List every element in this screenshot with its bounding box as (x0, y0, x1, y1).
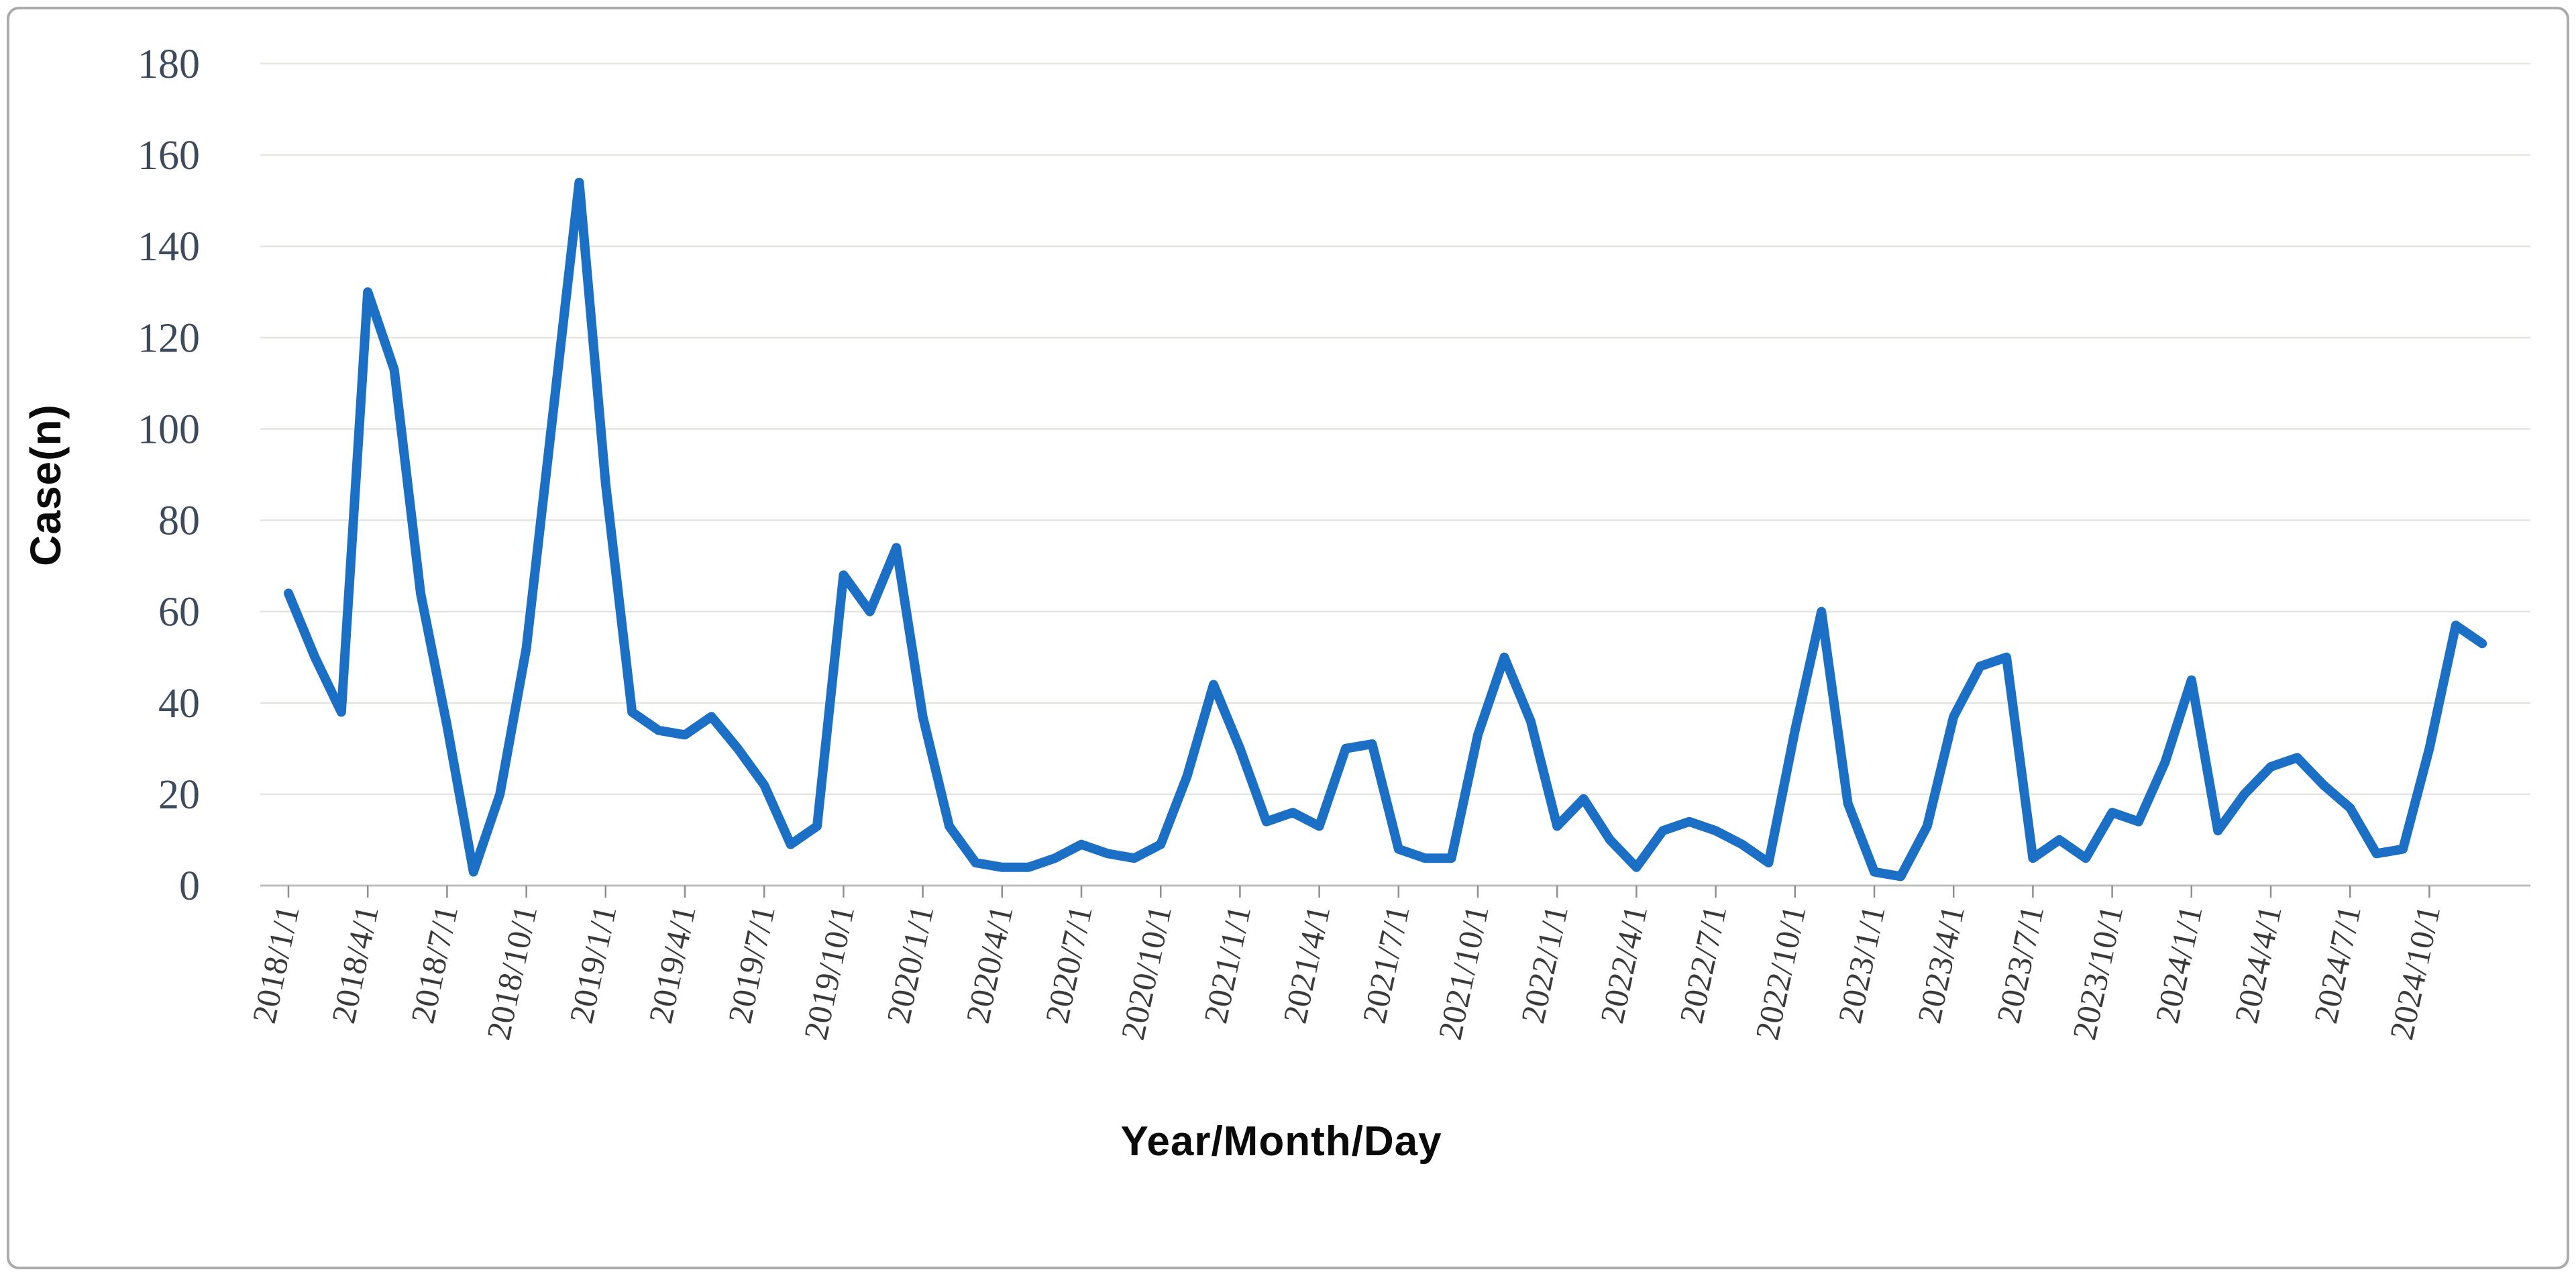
y-axis-title: Case(n) (21, 404, 70, 566)
svg-text:2018/1/1: 2018/1/1 (245, 902, 307, 1027)
svg-text:2022/7/1: 2022/7/1 (1672, 902, 1734, 1027)
data-series-line (284, 177, 2487, 882)
svg-text:2024/7/1: 2024/7/1 (2306, 902, 2368, 1027)
svg-text:120: 120 (138, 315, 200, 361)
svg-text:2023/7/1: 2023/7/1 (1989, 902, 2051, 1027)
svg-text:100: 100 (138, 407, 200, 452)
x-tick-marks (287, 886, 2430, 898)
svg-text:2019/4/1: 2019/4/1 (641, 902, 703, 1027)
svg-text:2020/1/1: 2020/1/1 (879, 902, 941, 1027)
svg-text:20: 20 (158, 772, 200, 818)
svg-text:2020/7/1: 2020/7/1 (1038, 902, 1099, 1027)
svg-text:2022/10/1: 2022/10/1 (1748, 902, 1813, 1043)
svg-text:2020/10/1: 2020/10/1 (1114, 902, 1179, 1043)
svg-text:2019/7/1: 2019/7/1 (720, 902, 782, 1027)
x-tick-labels: 2018/1/1 2018/4/1 2018/7/1 2018/10/1 2019/1/… (245, 902, 2447, 1043)
svg-text:60: 60 (158, 590, 200, 635)
svg-text:2021/4/1: 2021/4/1 (1276, 902, 1338, 1027)
svg-text:2018/10/1: 2018/10/1 (479, 902, 544, 1043)
svg-text:2019/1/1: 2019/1/1 (562, 902, 624, 1027)
svg-text:2018/7/1: 2018/7/1 (403, 902, 465, 1027)
svg-text:2021/10/1: 2021/10/1 (1431, 902, 1496, 1043)
svg-text:2021/7/1: 2021/7/1 (1355, 902, 1417, 1027)
svg-text:2019/10/1: 2019/10/1 (796, 902, 861, 1043)
svg-text:2024/1/1: 2024/1/1 (2148, 902, 2210, 1027)
svg-text:2021/1/1: 2021/1/1 (1196, 902, 1258, 1027)
svg-text:160: 160 (138, 133, 200, 178)
svg-text:80: 80 (158, 498, 200, 544)
gridlines (260, 62, 2530, 796)
svg-text:2020/4/1: 2020/4/1 (959, 902, 1020, 1027)
x-axis-title: Year/Month/Day (1120, 1118, 1442, 1165)
svg-text:2023/4/1: 2023/4/1 (1910, 902, 1972, 1027)
svg-text:2023/10/1: 2023/10/1 (2065, 902, 2130, 1043)
svg-text:180: 180 (138, 42, 200, 87)
svg-text:2018/4/1: 2018/4/1 (324, 902, 386, 1027)
y-tick-labels: 0 20 40 60 80 100 120 140 160 180 (138, 42, 200, 909)
svg-text:2022/1/1: 2022/1/1 (1513, 902, 1575, 1027)
svg-text:140: 140 (138, 224, 200, 270)
svg-text:2023/1/1: 2023/1/1 (1831, 902, 1892, 1027)
svg-text:0: 0 (179, 863, 200, 909)
svg-text:2022/4/1: 2022/4/1 (1593, 902, 1654, 1027)
svg-text:40: 40 (158, 681, 200, 727)
svg-text:2024/10/1: 2024/10/1 (2382, 902, 2447, 1043)
svg-text:2024/4/1: 2024/4/1 (2227, 902, 2289, 1027)
